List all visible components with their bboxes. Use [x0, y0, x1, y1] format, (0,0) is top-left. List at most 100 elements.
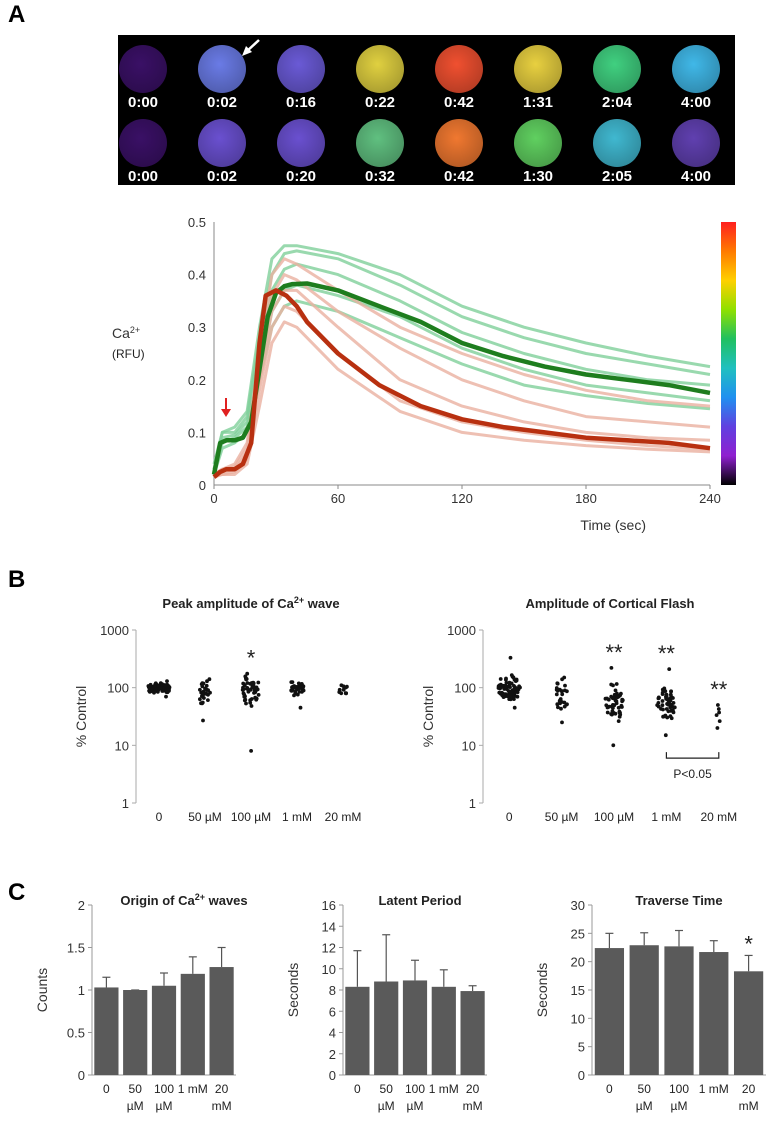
egg-image-0-4 — [435, 45, 483, 93]
data-point — [201, 691, 205, 696]
y-tick-label: 16 — [322, 898, 336, 913]
data-point — [289, 689, 294, 693]
y-tick-label: 100 — [454, 681, 476, 696]
colorbar — [721, 222, 736, 485]
data-point — [559, 706, 563, 711]
timestamp-0-7: 4:00 — [681, 94, 711, 111]
y-tick-label: 10 — [571, 1011, 585, 1026]
x-tick-label: 0 — [354, 1082, 361, 1096]
data-point — [301, 685, 305, 690]
x-tick-label: 1 mM — [282, 810, 312, 824]
data-point — [203, 686, 207, 691]
data-point — [242, 698, 247, 703]
data-point — [619, 691, 623, 696]
data-point — [660, 699, 665, 703]
y-tick-label: 6 — [329, 1004, 336, 1019]
data-point — [243, 674, 248, 679]
y-tick-label: 5 — [578, 1040, 585, 1055]
data-point — [204, 691, 208, 696]
x-tick-label: 100 µM — [231, 810, 271, 824]
egg-image-1-0 — [119, 119, 167, 167]
chart-title-rest: wave — [304, 596, 339, 611]
data-point — [507, 682, 512, 687]
data-point — [616, 719, 621, 723]
y-tick-label: 1 — [78, 983, 85, 998]
data-point — [508, 697, 513, 702]
egg-image-1-4 — [435, 119, 483, 167]
x-tick-label: 240 — [699, 491, 721, 506]
data-point — [150, 687, 154, 692]
panel-c: C — [8, 879, 25, 906]
y-tick-label: 0.1 — [188, 425, 206, 440]
data-point — [498, 677, 503, 681]
data-point — [166, 684, 171, 689]
y-tick-label: 20 — [571, 955, 585, 970]
egg-image-0-5 — [514, 45, 562, 93]
x-tick-label: 1 mM — [651, 810, 681, 824]
y-tick-label: 1 — [122, 796, 129, 811]
panel-a: A Control 0:00 0:02 0:16 0:22 0:42 1:31 2:04 4:0… — [8, 1, 735, 185]
data-point — [298, 705, 303, 710]
data-point — [253, 687, 258, 691]
data-point — [164, 694, 168, 699]
x-tick-label: µM — [156, 1099, 173, 1113]
data-point — [165, 690, 170, 695]
y-tick-label: 1000 — [100, 623, 129, 638]
data-point — [563, 688, 567, 693]
significance-marker: * — [247, 646, 256, 671]
chart-title: Origin of Ca2+ waves — [120, 892, 247, 908]
y-axis-label: % Control — [420, 686, 436, 747]
image-strip: Control 0:00 0:02 0:16 0:22 0:42 1:31 2:04 4:00 N… — [90, 39, 720, 185]
y-tick-label: 30 — [571, 898, 585, 913]
data-point — [253, 690, 258, 695]
data-point — [556, 705, 560, 710]
x-tick-label: mM — [739, 1099, 759, 1113]
data-point — [609, 682, 614, 687]
y-tick-label: 0.5 — [188, 215, 206, 230]
timestamp-1-0: 0:00 — [128, 168, 158, 185]
nicotine-mean-line — [212, 288, 711, 479]
data-point — [508, 689, 513, 694]
data-point — [560, 689, 564, 694]
image-row-label-0: Control — [90, 44, 106, 94]
bracket-label: P<0.05 — [673, 767, 712, 781]
stimulus-arrow-head-icon — [221, 409, 231, 417]
data-point — [717, 719, 722, 723]
data-point — [245, 671, 250, 676]
y-axis-label-main: Ca — [112, 325, 130, 341]
bar-3 — [431, 986, 456, 1075]
image-row-label-1: Nicotine — [90, 115, 106, 170]
y-tick-label: 1.5 — [67, 941, 85, 956]
x-tick-label: 0 — [606, 1082, 613, 1096]
data-point — [554, 686, 559, 690]
x-tick-label: 100 — [405, 1082, 425, 1096]
y-tick-label: 25 — [571, 926, 585, 941]
cortical-flash-chart: Amplitude of Cortical Flash 1 10 100 1000 % C… — [420, 596, 737, 824]
data-point — [249, 704, 254, 708]
data-point — [614, 699, 619, 704]
y-axis-label: Seconds — [534, 963, 550, 1017]
data-point — [662, 686, 667, 691]
data-point — [506, 694, 510, 699]
bar-0 — [94, 987, 119, 1075]
chart-title-sup: 2+ — [294, 595, 304, 605]
arrow-head-icon — [242, 46, 252, 56]
data-point — [242, 694, 247, 699]
chart-title: Latent Period — [378, 893, 461, 908]
bar-0 — [594, 948, 625, 1075]
data-point — [291, 684, 295, 689]
nicotine-trace-line — [213, 273, 711, 476]
y-axis-label: Ca2+ — [112, 325, 140, 341]
bar-1 — [629, 945, 659, 1075]
data-point — [717, 710, 721, 715]
data-point — [667, 667, 672, 671]
bar-1 — [123, 990, 148, 1075]
chart-title-sup: 2+ — [195, 892, 205, 902]
y-tick-label: 8 — [329, 983, 336, 998]
y-axis-label-sup: 2+ — [130, 325, 140, 335]
peak-amplitude-chart: Peak amplitude of Ca2+ wave 1 10 100 1000 % C… — [73, 595, 361, 824]
control-mean-line — [211, 281, 711, 475]
x-tick-label: mM — [212, 1099, 232, 1113]
y-tick-label: 0.2 — [188, 373, 206, 388]
y-tick-label: 0 — [78, 1068, 85, 1083]
